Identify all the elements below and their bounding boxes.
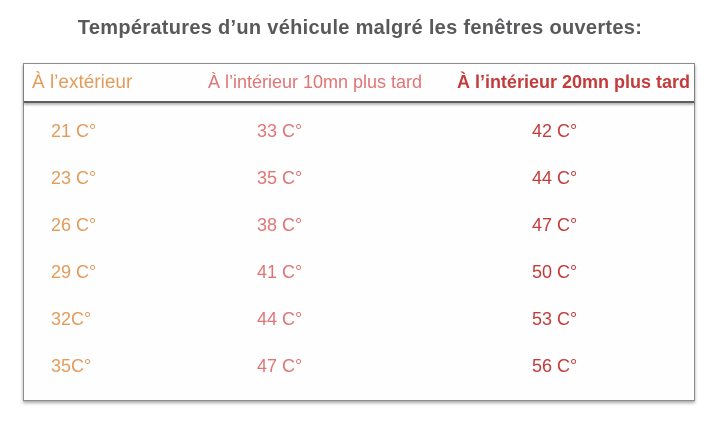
table-body: 21 C° 33 C° 42 C° 23 C° 35 C° 44 C° 26 C… <box>24 103 694 390</box>
cell-exterior: 35C° <box>51 356 92 376</box>
table-row: 29 C° 41 C° 50 C° <box>24 249 694 296</box>
cell-interior-10min: 44 C° <box>257 309 303 329</box>
cell-interior-10min: 38 C° <box>257 215 303 235</box>
cell-interior-20min: 44 C° <box>532 168 578 188</box>
table-row: 35C° 47 C° 56 C° <box>24 343 694 390</box>
cell-interior-20min: 47 C° <box>532 215 578 235</box>
table-row: 26 C° 38 C° 47 C° <box>24 202 694 249</box>
cell-exterior: 32C° <box>51 309 92 329</box>
cell-interior-10min: 47 C° <box>257 356 303 376</box>
table-row: 23 C° 35 C° 44 C° <box>24 155 694 202</box>
cell-interior-20min: 56 C° <box>532 356 578 376</box>
page-title: Températures d’un véhicule malgré les fe… <box>77 17 643 39</box>
cell-exterior: 23 C° <box>51 168 97 188</box>
cell-exterior: 21 C° <box>51 121 97 141</box>
cell-exterior: 26 C° <box>51 215 97 235</box>
table-header-row: À l’extérieur À l’intérieur 10mn plus ta… <box>24 64 694 103</box>
column-header-exterior: À l’extérieur <box>32 71 133 93</box>
cell-interior-10min: 41 C° <box>257 262 303 282</box>
temperature-table: À l’extérieur À l’intérieur 10mn plus ta… <box>23 63 695 401</box>
cell-exterior: 29 C° <box>51 262 97 282</box>
table-row: 21 C° 33 C° 42 C° <box>24 108 694 155</box>
cell-interior-10min: 33 C° <box>257 121 303 141</box>
column-header-interior-20min: À l’intérieur 20mn plus tard <box>456 72 690 92</box>
table-row: 32C° 44 C° 53 C° <box>24 296 694 343</box>
cell-interior-10min: 35 C° <box>257 168 303 188</box>
column-header-interior-10min: À l’intérieur 10mn plus tard <box>207 72 423 92</box>
cell-interior-20min: 42 C° <box>532 121 578 141</box>
cell-interior-20min: 53 C° <box>532 309 578 329</box>
cell-interior-20min: 50 C° <box>532 262 578 282</box>
